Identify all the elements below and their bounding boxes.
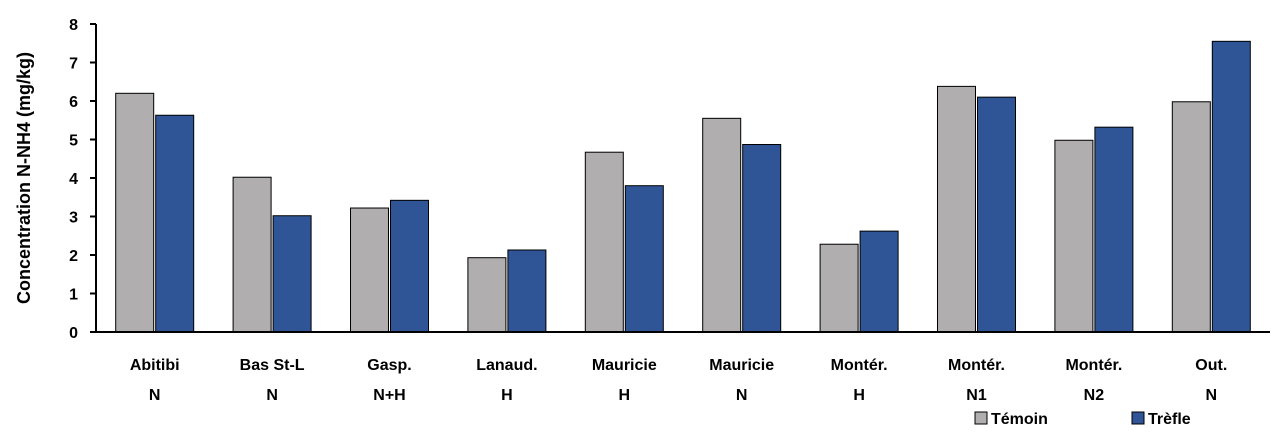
bar-temoin: [937, 85, 976, 333]
y-tick-labels: 0 1 2 3 4 5 6 7 8: [69, 17, 96, 342]
y-axis-label: Concentration N-NH4 (mg/kg): [14, 52, 34, 304]
bar-trefle: [1094, 126, 1134, 333]
bar-temoin: [232, 176, 272, 333]
x-category-label: Mauricie: [709, 357, 774, 374]
x-category-label: N: [149, 387, 161, 404]
bar-trefle: [507, 249, 547, 333]
y-tick-label: 6: [69, 94, 78, 111]
x-category-labels: Abitibi N Bas St-L N Gasp. N+H Lanaud. H Maurici…: [130, 357, 1227, 404]
bar-trefle: [390, 199, 429, 333]
x-category-label: Montér.: [948, 357, 1005, 374]
bar-temoin: [819, 243, 859, 333]
x-category-label: Montér.: [831, 357, 888, 374]
legend: Témoin Trèfle: [974, 411, 1191, 428]
y-tick-label: 7: [69, 56, 78, 73]
bar-temoin: [350, 207, 389, 333]
bar-temoin: [1171, 101, 1211, 333]
x-category-label: N: [266, 387, 278, 404]
legend-label: Témoin: [991, 411, 1048, 428]
x-category-label: N+H: [373, 387, 405, 404]
y-tick-label: 3: [69, 210, 78, 227]
y-tick-label: 2: [69, 248, 78, 265]
x-category-label: Mauricie: [592, 357, 657, 374]
bar-trefle: [155, 114, 195, 333]
bar-trefle: [624, 185, 664, 333]
y-tick-label: 1: [69, 287, 78, 304]
bars: [115, 40, 1251, 333]
x-category-label: Lanaud.: [476, 357, 537, 374]
x-category-label: H: [619, 387, 631, 404]
bar-trefle: [1211, 40, 1251, 333]
x-category-label: N: [736, 387, 748, 404]
x-category-label: N: [1206, 387, 1218, 404]
y-axis-label-group: Concentration N-NH4 (mg/kg): [14, 52, 34, 304]
legend-label: Trèfle: [1148, 411, 1191, 428]
x-category-label: Bas St-L: [240, 357, 305, 374]
bar-trefle: [859, 230, 899, 333]
y-tick-label: 5: [69, 133, 78, 150]
x-category-label: H: [853, 387, 865, 404]
x-category-label: Abitibi: [130, 357, 180, 374]
x-category-label: Out.: [1195, 357, 1227, 374]
bar-trefle: [742, 144, 782, 333]
bar-temoin: [1054, 139, 1094, 333]
bar-temoin: [702, 117, 742, 333]
bar-trefle: [977, 96, 1016, 333]
y-tick-label: 4: [69, 171, 78, 188]
bar-temoin: [584, 151, 624, 333]
y-tick-label: 8: [69, 17, 78, 34]
legend-swatch: [974, 411, 988, 425]
bar-temoin: [467, 257, 507, 333]
bar-temoin: [115, 92, 155, 333]
x-category-label: N2: [1084, 387, 1105, 404]
x-category-label: Gasp.: [367, 357, 411, 374]
x-category-label: N1: [966, 387, 987, 404]
x-category-label: Montér.: [1065, 357, 1122, 374]
x-category-label: H: [501, 387, 513, 404]
bar-trefle: [272, 215, 312, 333]
legend-swatch: [1131, 411, 1145, 425]
y-tick-label: 0: [69, 325, 78, 342]
